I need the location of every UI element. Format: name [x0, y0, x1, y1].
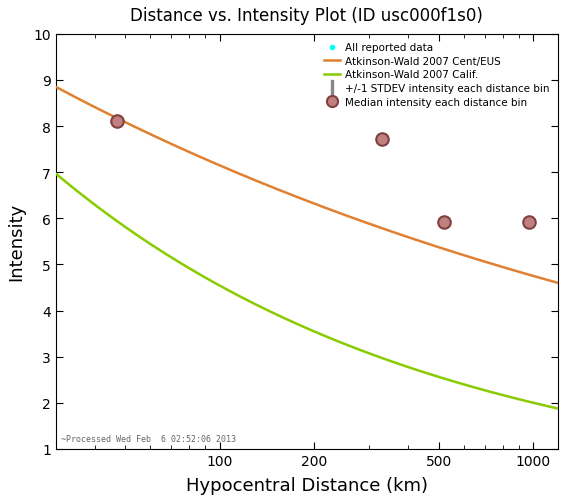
Legend: All reported data, Atkinson-Wald 2007 Cent/EUS, Atkinson-Wald 2007 Calif., +/-1 : All reported data, Atkinson-Wald 2007 Ce…: [321, 40, 553, 111]
Title: Distance vs. Intensity Plot (ID usc000f1s0): Distance vs. Intensity Plot (ID usc000f1…: [131, 7, 483, 25]
X-axis label: Hypocentral Distance (km): Hypocentral Distance (km): [186, 476, 428, 494]
Text: ~Processed Wed Feb  6 02:52:06 2013: ~Processed Wed Feb 6 02:52:06 2013: [61, 434, 236, 443]
Y-axis label: Intensity: Intensity: [7, 203, 25, 281]
